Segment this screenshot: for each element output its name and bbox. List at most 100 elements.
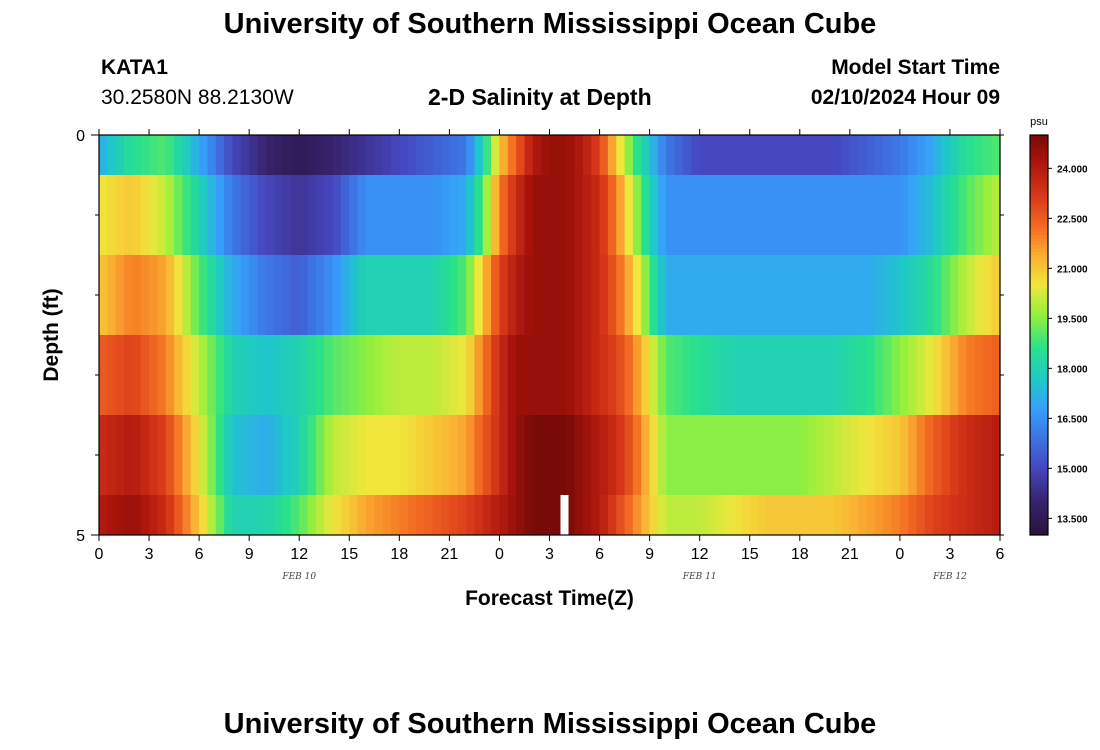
heatmap-cell [290,335,300,415]
heatmap-cell [616,175,626,255]
heatmap-cell [724,175,734,255]
heatmap-cell [516,255,526,335]
heatmap-cell [708,335,717,415]
heatmap-cell [507,135,517,175]
heatmap-cell [407,135,417,175]
heatmap-cell [774,495,784,535]
heatmap-cell [758,415,767,495]
heatmap-cell [365,135,375,175]
heatmap-cell [424,135,434,175]
heatmap-cell [307,135,317,175]
heatmap-cell [933,415,943,495]
colorbar-segment [1030,455,1048,459]
heatmap-cell [165,255,175,335]
colorbar-segment [1030,511,1048,516]
heatmap-cell [115,335,125,415]
heatmap-cell [557,335,567,415]
heatmap-cell [157,495,167,535]
colorbar-segment [1030,508,1048,513]
heatmap-cell [249,255,259,335]
heatmap-cell [240,415,250,495]
heatmap-cell [324,255,334,335]
colorbar-segment [1030,138,1048,143]
heatmap-cell [207,135,217,175]
colorbar-segment [1030,415,1048,419]
heatmap-cell [199,255,209,335]
colorbar-segment [1030,165,1048,169]
heatmap-cell [257,255,267,335]
heatmap-cell [315,135,325,175]
heatmap-cell [933,255,943,335]
heatmap-cell [582,255,592,335]
heatmap-cell [666,175,676,255]
colorbar-segment [1030,311,1048,316]
heatmap-cell [174,175,184,255]
colorbar-segment [1030,175,1048,179]
heatmap-cell [616,415,626,495]
heatmap-cell [432,255,442,335]
heatmap-cell [274,495,284,535]
heatmap-cell [182,135,192,175]
colorbar-segment [1030,351,1048,356]
heatmap-cell [624,495,634,535]
heatmap-cell [232,255,242,335]
heatmap-cell [599,135,609,175]
heatmap-cell [307,415,317,495]
colorbar-segment [1030,365,1048,369]
heatmap-cell [232,175,242,255]
heatmap-cell [349,135,359,175]
heatmap-cell [215,135,225,175]
heatmap-cell [182,175,192,255]
heatmap-cell [307,495,317,535]
heatmap-cell [691,335,701,415]
heatmap-cell [733,335,742,415]
heatmap-cell [574,495,584,535]
model-start-value: 02/10/2024 Hour 09 [810,86,1000,109]
heatmap-cell [741,255,751,335]
heatmap-cell [699,495,709,535]
heatmap-cell [232,495,242,535]
heatmap-cell [799,415,809,495]
colorbar-segment [1030,398,1048,403]
heatmap-cell [874,335,884,415]
heatmap-cell [808,335,818,415]
heatmap-cell [641,415,651,495]
colorbar-segment [1030,368,1048,373]
heatmap-cell [240,255,250,335]
heatmap-cell [941,135,951,175]
heatmap-cell [349,255,359,335]
heatmap-cell [524,335,534,415]
heatmap-cell [132,135,142,175]
heatmap-cell [340,175,350,255]
heatmap-cell [949,495,959,535]
heatmap-cell [541,335,551,415]
heatmap-cell [824,495,834,535]
heatmap-cell [299,175,309,255]
heatmap-cell [824,175,834,255]
heatmap-cell [582,175,592,255]
heatmap-cell [441,255,450,335]
heatmap-cell [724,255,734,335]
heatmap-cell [299,495,309,535]
heatmap-cell [399,175,409,255]
colorbar-segment [1030,228,1048,233]
heatmap-cell [983,415,993,495]
heatmap-cell [265,135,275,175]
heatmap-cell [557,135,567,175]
heatmap-cell [958,255,968,335]
heatmap-cell [908,495,918,535]
heatmap-cell [416,415,425,495]
colorbar-segment [1030,315,1048,319]
heatmap-cell [741,335,751,415]
heatmap-cell [816,415,826,495]
heatmap-cell [958,175,968,255]
heatmap-cell [474,135,484,175]
heatmap-cell [524,495,534,535]
date-label: FEB 12 [932,572,967,582]
heatmap-cell [315,255,325,335]
heatmap-cell [549,135,559,175]
heatmap-cell [833,495,843,535]
heatmap-cell [983,495,993,535]
heatmap-cell [407,335,417,415]
heatmap-cell [399,335,409,415]
